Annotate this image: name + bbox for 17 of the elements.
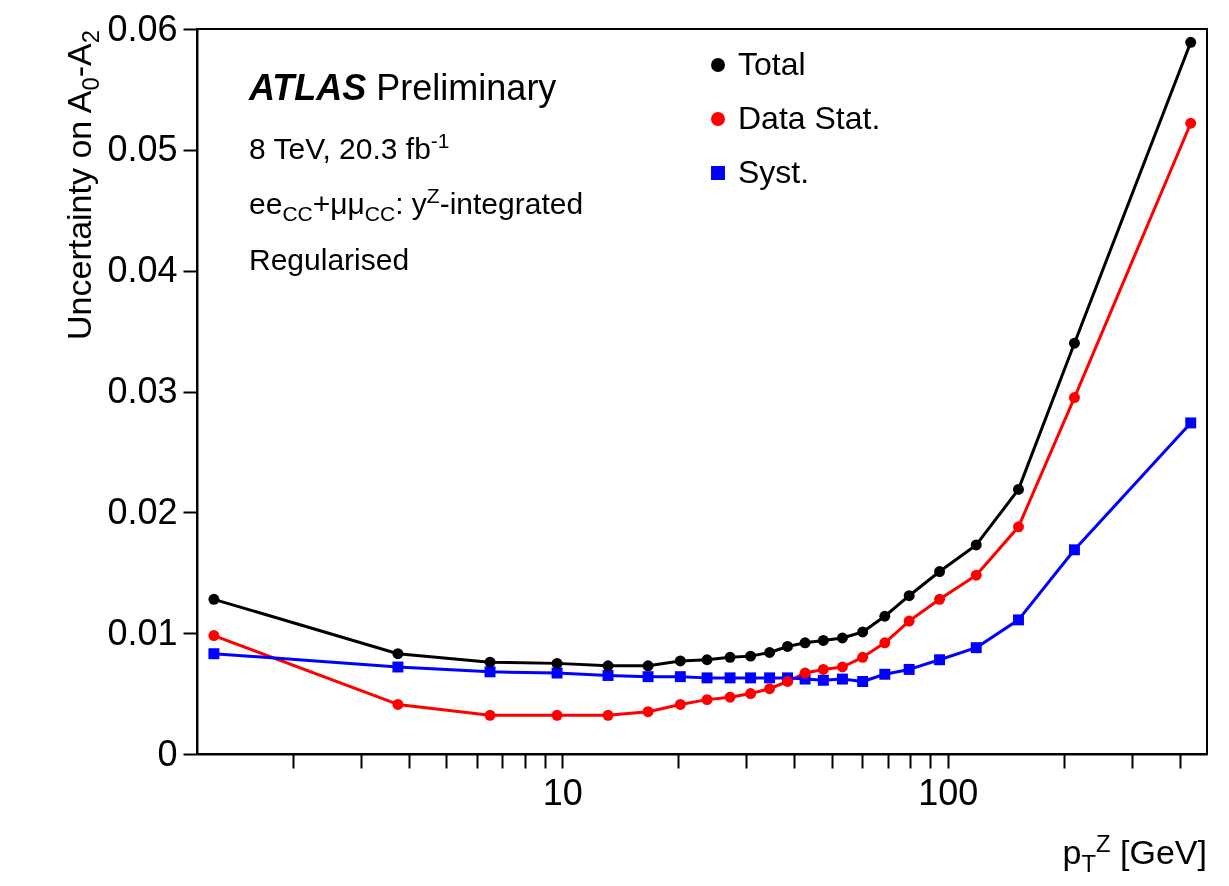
y-tick-label: 0.01 <box>107 611 178 653</box>
y-tick-label: 0 <box>157 732 178 774</box>
annotation: Regularised <box>249 243 410 276</box>
annotation: ATLAS Preliminary <box>249 67 557 108</box>
annotation: 8 TeV, 20.3 fb$^{-1}$ <box>249 129 450 165</box>
x-axis-title: p$_{T}$$^{Z}$ [GeV] <box>1062 830 1207 879</box>
y-tick-label: 0.02 <box>107 490 178 532</box>
x-tick-label: 100 <box>918 771 979 813</box>
legend-label: Total <box>738 46 806 82</box>
legend-label: Syst. <box>738 154 810 190</box>
y-tick-label: 0.03 <box>107 370 178 411</box>
x-tick-label: 10 <box>542 771 583 813</box>
y-tick-label: 0.05 <box>107 128 178 170</box>
annotation: ee$_{CC}$+μμ$_{CC}$: y$^{Z}$-integrated <box>249 184 584 225</box>
y-tick-label: 0.04 <box>107 249 178 291</box>
legend-label: Data Stat. <box>738 100 881 136</box>
y-tick-label: 0.06 <box>107 7 178 49</box>
